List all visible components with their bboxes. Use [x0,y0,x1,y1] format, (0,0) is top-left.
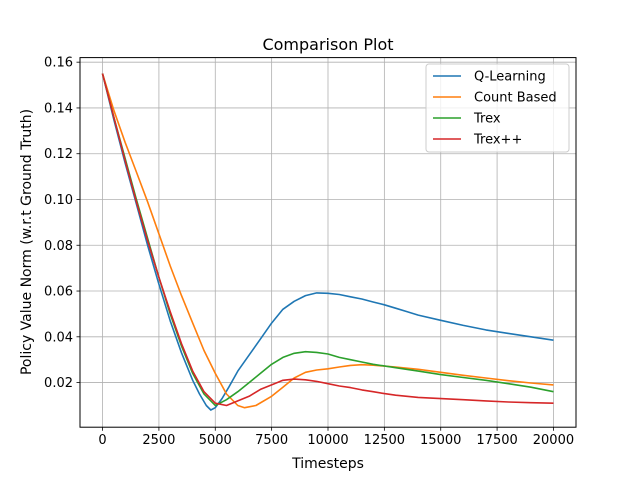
x-axis-label: Timesteps [291,456,364,472]
legend: Q-Learning Count Based Trex Trex++ [425,63,570,153]
x-axis: 0 2500 5000 7500 10000 12500 15000 17500 20000 [98,427,574,448]
y-tick-label: 0.16 [44,56,73,71]
series-line-count-based [101,73,554,409]
x-tick-label: 12500 [364,433,405,448]
x-tick-label: 0 [98,433,106,448]
legend-label-trexpp: Trex++ [473,133,522,148]
y-tick-label: 0.14 [44,101,73,116]
legend-label-count-based: Count Based [474,91,557,106]
x-tick-label: 5000 [199,433,232,448]
x-tick-label: 7500 [255,433,288,448]
legend-box [425,63,570,153]
x-tick-label: 20000 [533,433,574,448]
y-axis-label: Policy Value Norm (w.r.t Ground Truth) [19,109,35,375]
y-tick-label: 0.08 [44,239,73,254]
x-tick-label: 15000 [420,433,461,448]
y-tick-label: 0.04 [44,330,73,345]
y-tick-label: 0.02 [44,376,73,391]
x-tick-label: 17500 [476,433,517,448]
legend-label-trex: Trex [473,112,501,127]
series-line-trexpp [101,73,554,407]
chart-title: Comparison Plot [262,35,393,54]
legend-label-q-learning: Q-Learning [474,70,546,85]
series-line-q-learning [101,73,554,411]
y-tick-label: 0.10 [44,193,73,208]
y-axis: 0.02 0.04 0.06 0.08 0.10 0.12 0.14 0.16 [44,56,80,391]
y-tick-label: 0.06 [44,285,73,300]
x-tick-label: 2500 [142,433,175,448]
x-tick-label: 10000 [307,433,348,448]
y-tick-label: 0.12 [44,147,73,162]
series-group [101,73,554,411]
